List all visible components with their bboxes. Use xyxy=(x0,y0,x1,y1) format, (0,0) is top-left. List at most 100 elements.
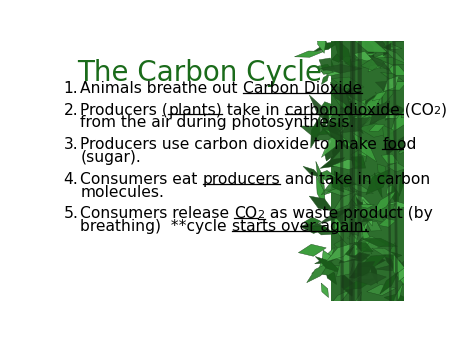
Polygon shape xyxy=(359,90,385,120)
Polygon shape xyxy=(361,221,372,254)
Polygon shape xyxy=(380,62,396,69)
Polygon shape xyxy=(385,65,407,75)
Text: 2.: 2. xyxy=(63,102,78,118)
Text: and take in carbon: and take in carbon xyxy=(280,172,431,187)
Polygon shape xyxy=(370,260,378,284)
Polygon shape xyxy=(347,234,362,241)
Polygon shape xyxy=(352,132,377,162)
Polygon shape xyxy=(336,260,354,277)
Polygon shape xyxy=(346,103,372,115)
Polygon shape xyxy=(401,110,410,118)
Polygon shape xyxy=(372,91,387,101)
Polygon shape xyxy=(341,117,370,133)
Polygon shape xyxy=(321,173,348,195)
Polygon shape xyxy=(324,129,358,151)
Polygon shape xyxy=(351,156,366,169)
Polygon shape xyxy=(364,173,393,184)
Polygon shape xyxy=(322,250,330,264)
Polygon shape xyxy=(316,176,325,209)
Polygon shape xyxy=(352,119,360,148)
Polygon shape xyxy=(384,76,399,92)
Polygon shape xyxy=(381,154,399,164)
Polygon shape xyxy=(317,247,334,276)
Polygon shape xyxy=(369,55,391,71)
Polygon shape xyxy=(339,247,368,259)
Polygon shape xyxy=(370,101,390,124)
Polygon shape xyxy=(372,248,395,255)
Polygon shape xyxy=(354,51,373,62)
Polygon shape xyxy=(351,150,363,161)
Text: molecules.: molecules. xyxy=(81,185,164,199)
Polygon shape xyxy=(309,196,333,211)
Polygon shape xyxy=(356,240,370,249)
Polygon shape xyxy=(376,57,410,65)
Polygon shape xyxy=(375,81,396,91)
Text: as waste product (by: as waste product (by xyxy=(265,207,432,221)
Polygon shape xyxy=(320,69,341,76)
Polygon shape xyxy=(312,264,343,275)
Polygon shape xyxy=(399,134,409,152)
Polygon shape xyxy=(353,115,371,120)
Polygon shape xyxy=(325,267,337,285)
Polygon shape xyxy=(325,118,346,148)
Polygon shape xyxy=(294,51,324,57)
Polygon shape xyxy=(354,272,387,285)
Polygon shape xyxy=(368,256,386,265)
Text: take in: take in xyxy=(222,102,284,118)
Polygon shape xyxy=(381,15,393,33)
Polygon shape xyxy=(355,116,360,130)
Polygon shape xyxy=(307,263,329,283)
Polygon shape xyxy=(330,138,342,162)
Polygon shape xyxy=(382,252,402,260)
Polygon shape xyxy=(309,95,333,128)
Polygon shape xyxy=(390,108,410,134)
Polygon shape xyxy=(362,238,397,247)
Polygon shape xyxy=(353,39,387,52)
Polygon shape xyxy=(320,65,361,73)
Polygon shape xyxy=(319,58,334,71)
Polygon shape xyxy=(356,154,367,165)
Polygon shape xyxy=(342,273,353,296)
Text: 5.: 5. xyxy=(63,207,78,221)
Polygon shape xyxy=(325,108,333,120)
Polygon shape xyxy=(378,164,386,175)
Polygon shape xyxy=(366,221,382,231)
Text: 3.: 3. xyxy=(63,137,78,152)
Polygon shape xyxy=(350,197,366,205)
Polygon shape xyxy=(393,254,405,285)
Polygon shape xyxy=(354,53,377,59)
Polygon shape xyxy=(322,106,329,130)
Polygon shape xyxy=(315,257,339,264)
Polygon shape xyxy=(369,124,385,131)
Polygon shape xyxy=(362,211,375,222)
Polygon shape xyxy=(364,38,374,58)
Polygon shape xyxy=(328,289,351,307)
Polygon shape xyxy=(339,247,354,264)
Polygon shape xyxy=(341,103,362,115)
Polygon shape xyxy=(351,252,370,262)
Polygon shape xyxy=(333,171,342,184)
Polygon shape xyxy=(300,221,328,234)
Polygon shape xyxy=(340,56,353,62)
Polygon shape xyxy=(348,96,374,119)
Polygon shape xyxy=(324,147,333,161)
Polygon shape xyxy=(352,110,378,129)
Polygon shape xyxy=(330,175,344,192)
Text: Consumers eat: Consumers eat xyxy=(81,172,202,187)
Polygon shape xyxy=(354,242,373,252)
Polygon shape xyxy=(311,115,320,148)
Polygon shape xyxy=(375,92,382,106)
Polygon shape xyxy=(353,292,361,312)
Polygon shape xyxy=(360,255,386,267)
Polygon shape xyxy=(385,38,393,47)
Polygon shape xyxy=(333,254,356,262)
Polygon shape xyxy=(325,188,359,196)
Polygon shape xyxy=(368,53,386,72)
Polygon shape xyxy=(349,301,371,313)
Polygon shape xyxy=(331,41,404,301)
Text: Animals breathe out: Animals breathe out xyxy=(81,80,243,96)
Polygon shape xyxy=(346,110,363,134)
Polygon shape xyxy=(381,72,405,82)
Polygon shape xyxy=(388,81,407,90)
Text: Consumers release: Consumers release xyxy=(81,207,234,221)
